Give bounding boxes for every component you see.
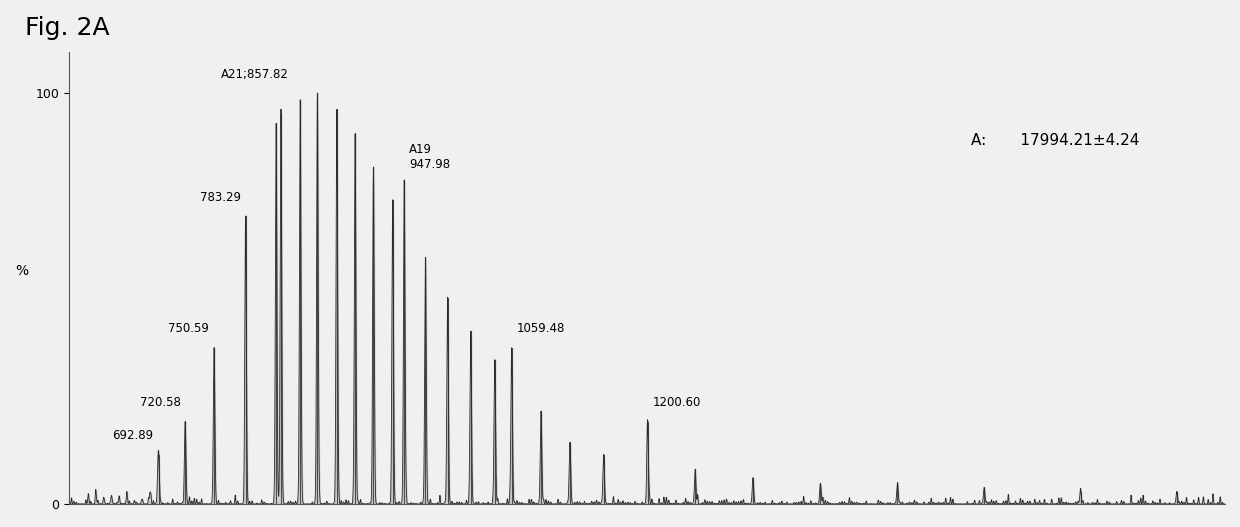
Text: 783.29: 783.29 [200, 191, 241, 204]
Text: A19
947.98: A19 947.98 [409, 143, 450, 171]
Text: A:       17994.21±4.24: A: 17994.21±4.24 [971, 133, 1140, 148]
Text: Fig. 2A: Fig. 2A [25, 16, 109, 40]
Text: 750.59: 750.59 [169, 323, 210, 336]
Text: A21;857.82: A21;857.82 [221, 67, 289, 81]
Text: 1200.60: 1200.60 [652, 396, 701, 409]
Text: 720.58: 720.58 [140, 396, 180, 409]
Text: 692.89: 692.89 [113, 430, 154, 442]
Text: 1059.48: 1059.48 [517, 323, 565, 336]
Y-axis label: %: % [15, 264, 29, 278]
